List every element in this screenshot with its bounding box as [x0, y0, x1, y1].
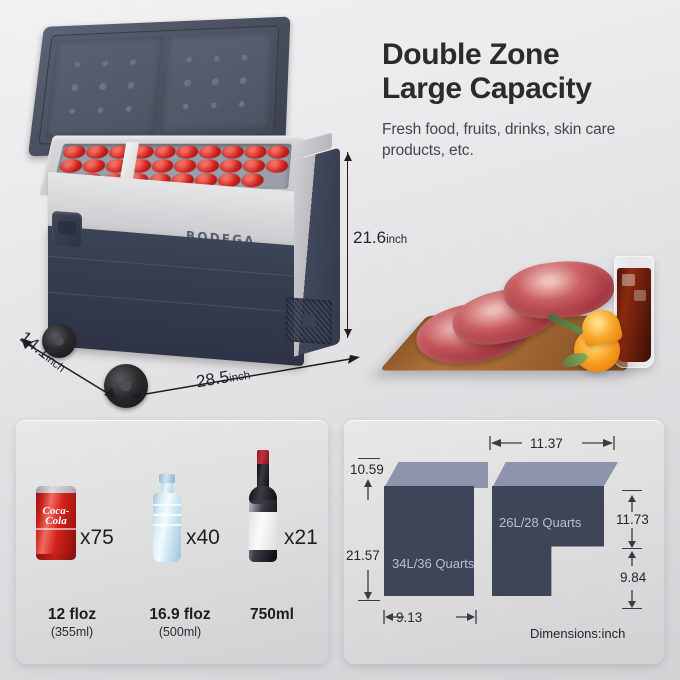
height-dimension-label: 21.6inch — [353, 228, 407, 248]
height-dimension-line — [347, 152, 349, 338]
dimensions-caption: Dimensions:inch — [530, 626, 626, 641]
lid-pad-zone-1 — [45, 36, 163, 139]
height-arrow-down — [364, 570, 372, 600]
right-box-width-label: 11.37 — [530, 436, 563, 451]
subtitle: Fresh food, fruits, drinks, skin care pr… — [382, 120, 616, 159]
can — [175, 145, 200, 159]
wine-volume: 750ml — [250, 606, 294, 623]
cooler-lid — [27, 15, 291, 157]
upper-height-tick-top — [622, 490, 642, 492]
height-tick-bottom — [358, 600, 380, 602]
left-box-front-face — [384, 486, 474, 596]
iced-drink-glass — [614, 256, 654, 368]
can — [242, 159, 266, 173]
can — [81, 159, 107, 173]
lid-pad-zone-2 — [159, 31, 274, 134]
width-value: 28.5 — [194, 367, 231, 392]
right-box-upper-height-label: 11.73 — [616, 512, 649, 527]
can-count: x75 — [80, 526, 114, 549]
can-brand-text: Coca-Cola — [42, 505, 70, 527]
can — [265, 159, 289, 173]
wine-labels: 750ml — [212, 606, 332, 625]
headline-block: Double Zone Large Capacity Fresh food, f… — [382, 38, 668, 161]
upper-height-arrow-down — [628, 528, 636, 548]
can — [152, 145, 177, 159]
can — [198, 145, 223, 159]
bottle-volume-metric: (500ml) — [158, 625, 202, 639]
left-box-top-face — [384, 462, 488, 488]
can — [221, 145, 245, 159]
title-line-1: Double Zone — [382, 38, 560, 71]
can — [266, 145, 290, 159]
can — [173, 159, 198, 173]
capacity-panel: Coca-Cola x75 12 floz (355ml) x40 16.9 f… — [16, 420, 328, 664]
width-unit: inch — [228, 369, 252, 385]
can — [244, 145, 268, 159]
wheel-front — [104, 364, 148, 408]
wine-bottle-icon — [246, 450, 280, 562]
can — [219, 159, 243, 173]
can — [84, 145, 110, 159]
depth-arrow — [364, 479, 372, 500]
can — [196, 159, 221, 173]
food-photo — [379, 250, 668, 400]
height-dimension-arrows — [344, 153, 352, 337]
right-box-front-face — [492, 486, 604, 596]
height-value: 21.6 — [353, 228, 387, 247]
can — [240, 173, 265, 187]
right-box-top-face — [492, 462, 618, 488]
bottle-labels: 16.9 floz (500ml) — [120, 606, 240, 639]
depth-tick-top — [358, 458, 380, 460]
height-unit: inch — [386, 234, 408, 246]
side-handle — [52, 210, 82, 248]
coca-cola-can-icon: Coca-Cola — [36, 486, 76, 560]
width-arrow-right-box — [489, 436, 615, 450]
wheel-rear — [42, 324, 76, 358]
vent-grille-icon — [286, 297, 332, 345]
upper-height-tick-bottom — [622, 548, 642, 550]
bottle-count: x40 — [186, 526, 220, 549]
page-title: Double Zone Large Capacity — [382, 38, 668, 106]
left-box-width-label: 9.13 — [396, 610, 423, 625]
water-bottle-icon — [152, 474, 182, 562]
upper-height-arrow-up — [628, 495, 636, 512]
can — [61, 145, 87, 159]
can-volume-metric: (355ml) — [50, 625, 94, 639]
title-line-2: Large Capacity — [382, 71, 592, 105]
left-box-height-label: 21.57 — [346, 548, 380, 563]
product-photo-cooler: BODEGA — [18, 14, 358, 408]
lower-height-arrow-down — [628, 590, 636, 608]
right-box-capacity-label: 26L/28 Quarts — [499, 515, 582, 530]
lid-insulation — [38, 25, 280, 145]
left-box-capacity-label: 34L/36 Quarts — [392, 556, 475, 571]
can-volume: 12 floz — [47, 606, 97, 623]
can-labels: 12 floz (355ml) — [12, 606, 132, 639]
dimension-diagram-panel: 34L/36 Quarts 10.59 21.57 9.13 — [344, 420, 664, 664]
width-arrow-left-box — [383, 610, 477, 624]
left-box-depth-label: 10.59 — [350, 462, 384, 477]
bottle-volume: 16.9 floz — [149, 606, 211, 623]
wine-count: x21 — [284, 526, 318, 549]
width-dimension-arrows — [130, 355, 360, 399]
lower-height-tick-bottom — [622, 608, 642, 610]
can — [58, 159, 84, 173]
depth-dimension-arrows — [21, 338, 116, 399]
can — [150, 159, 175, 173]
right-box-lower-height-label: 9.84 — [620, 570, 647, 585]
lower-height-arrow-up — [628, 551, 636, 566]
